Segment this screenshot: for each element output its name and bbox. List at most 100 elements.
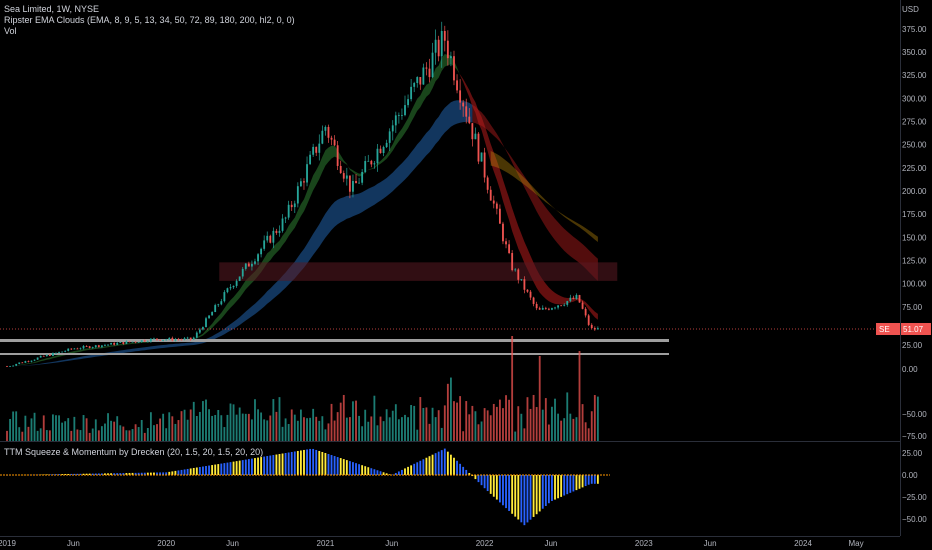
candle-body bbox=[437, 39, 440, 57]
volume-bar bbox=[453, 401, 455, 441]
volume-bar bbox=[425, 407, 428, 441]
momentum-bar bbox=[318, 450, 321, 475]
chart-title[interactable]: Sea Limited, 1W, NYSE bbox=[4, 4, 100, 14]
volume-label[interactable]: Vol bbox=[4, 26, 17, 36]
volume-bar bbox=[446, 383, 449, 441]
price-tick-label: 250.00 bbox=[902, 141, 927, 150]
volume-bar bbox=[18, 427, 21, 441]
time-tick-label: Jun bbox=[544, 539, 557, 548]
ema-cloud-indicator-label[interactable]: Ripster EMA Clouds (EMA, 8, 9, 5, 13, 34… bbox=[4, 15, 295, 25]
candle-body bbox=[67, 348, 70, 351]
volume-bar bbox=[379, 416, 382, 441]
candle-body bbox=[211, 312, 214, 316]
momentum-bar bbox=[554, 475, 556, 500]
volume-bar bbox=[146, 427, 149, 441]
volume-bar bbox=[575, 417, 578, 441]
volume-tick-label: −50.00 bbox=[902, 410, 927, 419]
momentum-bar bbox=[238, 460, 241, 475]
candle-body bbox=[217, 304, 220, 306]
momentum-bar bbox=[584, 475, 587, 487]
ttm-pane bbox=[0, 448, 610, 526]
momentum-bar bbox=[131, 472, 134, 475]
volume-bar bbox=[238, 407, 241, 441]
candle-body bbox=[278, 230, 281, 233]
candle-body bbox=[281, 218, 284, 231]
momentum-bar bbox=[355, 463, 357, 475]
momentum-bar bbox=[352, 462, 354, 475]
candle-body bbox=[58, 351, 60, 353]
momentum-bar bbox=[495, 475, 498, 500]
candle-body bbox=[168, 337, 171, 340]
momentum-bar bbox=[339, 458, 342, 475]
candle-body bbox=[508, 244, 511, 254]
volume-bar bbox=[477, 424, 480, 441]
momentum-bar bbox=[462, 466, 465, 475]
price-pane[interactable] bbox=[0, 21, 900, 367]
resistance-zone bbox=[219, 262, 618, 281]
volume-bar bbox=[174, 423, 177, 441]
candle-body bbox=[143, 340, 146, 342]
momentum-bar bbox=[174, 470, 177, 475]
candle-body bbox=[113, 342, 116, 345]
momentum-bar bbox=[364, 466, 367, 475]
volume-bar bbox=[581, 404, 584, 441]
candle-body bbox=[79, 348, 82, 350]
volume-bar bbox=[48, 430, 51, 441]
momentum-bar bbox=[566, 475, 569, 495]
momentum-bar bbox=[437, 451, 440, 475]
volume-bar bbox=[82, 415, 85, 441]
candle-body bbox=[263, 240, 266, 249]
support-line-upper bbox=[0, 339, 669, 342]
candle-body bbox=[544, 307, 547, 309]
volume-bar bbox=[21, 431, 24, 441]
volume-bar bbox=[465, 401, 468, 441]
volume-bar bbox=[312, 408, 315, 441]
volume-bar bbox=[94, 419, 97, 441]
volume-bar bbox=[434, 417, 437, 441]
volume-bar bbox=[214, 414, 217, 441]
volume-bar bbox=[333, 420, 336, 441]
momentum-bar bbox=[529, 475, 532, 520]
momentum-bar bbox=[456, 460, 458, 475]
volume-bar bbox=[263, 419, 266, 441]
momentum-bar bbox=[272, 455, 275, 475]
candle-body bbox=[557, 305, 559, 308]
momentum-bar bbox=[397, 471, 400, 475]
volume-tick-label: 0.00 bbox=[902, 365, 918, 374]
volume-bar bbox=[113, 421, 116, 441]
candle-body bbox=[91, 347, 94, 348]
momentum-bar bbox=[575, 475, 578, 491]
momentum-bar bbox=[425, 457, 428, 475]
candle-body bbox=[425, 67, 428, 69]
momentum-bar bbox=[373, 469, 376, 475]
candle-body bbox=[422, 67, 425, 85]
momentum-bar bbox=[113, 473, 116, 475]
volume-bar bbox=[489, 415, 492, 441]
volume-bar bbox=[404, 414, 406, 441]
candle-body bbox=[486, 177, 489, 190]
candle-body bbox=[327, 126, 330, 138]
candle-body bbox=[410, 86, 413, 100]
volume-bar bbox=[566, 392, 569, 441]
ttm-indicator-label[interactable]: TTM Squeeze & Momentum by Drecken (20, 1… bbox=[4, 447, 264, 457]
momentum-bar bbox=[572, 475, 575, 492]
momentum-bar bbox=[125, 473, 128, 475]
candle-body bbox=[42, 355, 45, 357]
volume-bar bbox=[554, 398, 556, 441]
candle-body bbox=[174, 339, 177, 341]
candle-body bbox=[290, 204, 293, 208]
momentum-bar bbox=[61, 474, 64, 475]
volume-bar bbox=[12, 411, 15, 441]
time-tick-label: Jun bbox=[226, 539, 239, 548]
candle-body bbox=[272, 230, 275, 243]
candle-body bbox=[235, 280, 238, 286]
candle-body bbox=[223, 292, 226, 302]
candle-body bbox=[33, 359, 36, 361]
candle-body bbox=[483, 152, 486, 178]
volume-tick-label: 25.00 bbox=[902, 341, 923, 350]
time-tick-label: 2024 bbox=[794, 539, 812, 548]
volume-bar bbox=[355, 400, 357, 441]
time-tick-label: 2020 bbox=[157, 539, 175, 548]
momentum-bar bbox=[159, 472, 161, 475]
